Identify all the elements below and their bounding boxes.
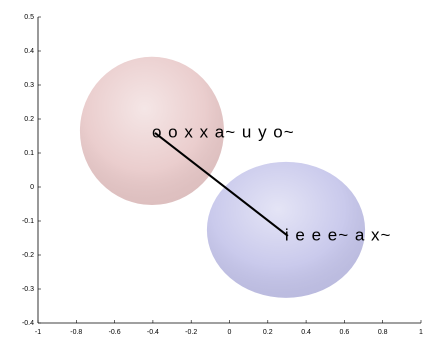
y-tick-label: -0.1: [22, 218, 34, 225]
sphere-shading: [79, 56, 224, 206]
y-tick-label: 0.2: [24, 116, 34, 123]
y-tick-label: 0: [30, 184, 34, 191]
x-tick-label: 1: [419, 329, 423, 336]
y-tick-label: -0.3: [22, 286, 34, 293]
x-tick-label: -1: [35, 329, 41, 336]
point-label: o o x x a~ u y o~: [152, 122, 295, 141]
y-tick-label: -0.4: [22, 320, 34, 327]
y-tick-label: 0.3: [24, 82, 34, 89]
y-tick-label: 0.5: [24, 14, 34, 21]
x-tick-label: -0.2: [185, 329, 197, 336]
x-tick-label: -0.6: [109, 329, 121, 336]
connecting-line: [154, 132, 289, 237]
x-tick-label: 0.8: [378, 329, 388, 336]
sphere-shading: [206, 161, 366, 298]
x-tick-label: -0.8: [70, 329, 82, 336]
x-tick-label: -0.4: [147, 329, 159, 336]
x-tick-label: 0.4: [301, 329, 311, 336]
x-tick-label: 0.2: [263, 329, 273, 336]
y-tick-label: 0.1: [24, 150, 34, 157]
point-label: i e e e~ a x~: [285, 225, 392, 244]
x-tick-label: 0: [228, 329, 232, 336]
x-tick-label: 0.6: [340, 329, 350, 336]
y-tick-label: 0.4: [24, 48, 34, 55]
y-tick-label: -0.2: [22, 252, 34, 259]
